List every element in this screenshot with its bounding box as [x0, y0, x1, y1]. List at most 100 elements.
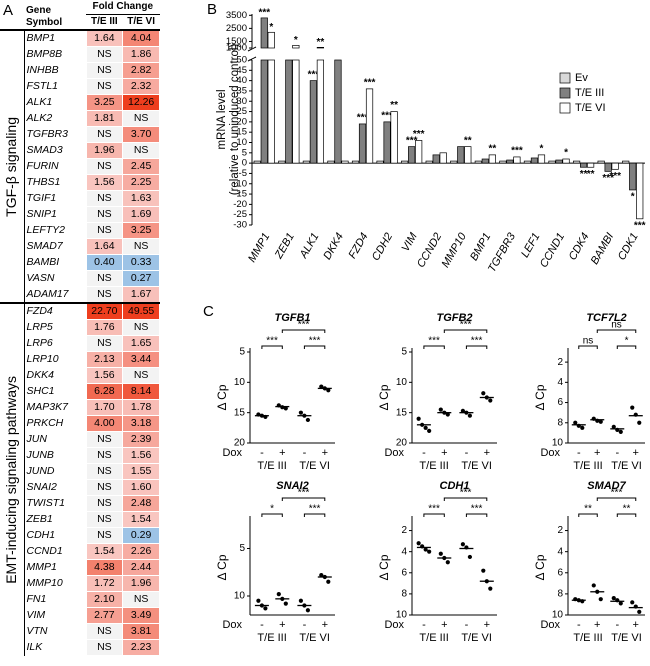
bar [530, 157, 539, 164]
bar [513, 156, 521, 164]
significance-bracket [303, 513, 326, 517]
table-row: CDH1 NS 0.29 [0, 527, 160, 544]
fold-change: NS [122, 367, 160, 384]
data-point [438, 551, 443, 556]
y-tick-label: 6 [557, 397, 563, 408]
table-row: FURIN NS 2.45 [0, 158, 160, 175]
gene-symbol: LRP6 [26, 337, 53, 349]
fold-change: 1.64 [85, 238, 124, 255]
gene-symbol: CCND1 [26, 545, 63, 557]
y-axis-label: (relative to uninduced control) [229, 44, 241, 196]
dox-label: + [633, 447, 639, 459]
bar [358, 123, 367, 164]
dox-label: + [441, 619, 447, 631]
chart-title: SNAI2 [276, 480, 308, 492]
significance-bracket [616, 513, 637, 517]
dox-label: + [322, 619, 328, 631]
fold-change: NS [85, 639, 124, 656]
fold-change: 1.54 [85, 543, 124, 560]
fold-change: 22.70 [85, 302, 124, 320]
significance-label: *** [406, 135, 418, 146]
fold-change-header: Fold Change [86, 0, 160, 15]
bar [292, 45, 300, 49]
table-row: TGFBR3 NS 3.70 [0, 126, 160, 143]
table-row: ZEB1 NS 1.54 [0, 511, 160, 528]
data-point [427, 549, 432, 554]
fold-change: 2.23 [122, 639, 160, 656]
y-tick-label: 20 [396, 438, 408, 449]
cell-line-label: T/E VI [611, 632, 642, 644]
table-row: EMT-inducing signaling pathways FZD4 22.70… [0, 302, 160, 656]
cell-line-label: T/E III [257, 632, 286, 644]
data-point [467, 413, 472, 418]
bar [383, 121, 391, 164]
y-tick-label: 50 [236, 55, 247, 66]
significance-label: ** [580, 169, 588, 180]
gene-symbol: FURIN [26, 160, 59, 172]
dox-label: - [303, 619, 307, 631]
x-axis-label: Dox [540, 619, 560, 631]
table-row: VIM 2.77 3.49 [0, 607, 160, 624]
gene-symbol: FN1 [26, 593, 47, 605]
dox-label: - [260, 447, 264, 459]
significance-label: * [270, 504, 274, 515]
header-row: Gene Symbol Fold Change [0, 0, 160, 28]
bar [316, 46, 325, 49]
legend-label: T/E III [575, 87, 604, 99]
gene-symbol: SNIP1 [26, 208, 57, 220]
x-tick-label: FZD4 [347, 231, 371, 261]
fold-change: 1.63 [122, 190, 160, 207]
bar [267, 59, 275, 164]
significance-label: *** [609, 171, 621, 182]
y-tick-label: 1500 [226, 36, 247, 47]
data-point [488, 586, 493, 591]
dox-label: + [279, 447, 285, 459]
group-cell: TGF-β signaling [0, 29, 25, 303]
fold-change: NS [85, 206, 124, 223]
chart-title: SMAD7 [587, 480, 626, 492]
legend-swatch [559, 72, 571, 84]
bar [555, 159, 563, 164]
significance-bracket [281, 497, 326, 501]
bar [309, 80, 318, 164]
data-point [580, 425, 585, 430]
data-point [488, 398, 493, 403]
y-tick-label: 2 [401, 525, 407, 536]
significance-label: *** [308, 69, 320, 80]
significance-label: *** [634, 220, 646, 231]
significance-label: *** [298, 320, 310, 331]
significance-label: * [269, 22, 273, 33]
fold-change: 0.40 [85, 254, 124, 271]
gene-symbol: TWIST1 [26, 497, 66, 509]
fold-change: 1.86 [122, 46, 160, 63]
y-tick-label: 4 [401, 546, 407, 557]
panel-label: B [207, 1, 217, 18]
significance-label: ** [584, 504, 592, 515]
gene-symbol: LRP10 [26, 353, 59, 365]
dox-label: + [322, 447, 328, 459]
fold-change: 6.28 [85, 383, 124, 400]
bar [622, 160, 630, 164]
fold-change: 2.48 [122, 495, 160, 512]
fold-change: 2.13 [85, 351, 124, 368]
y-tick-label: 6 [401, 567, 407, 578]
bar [285, 59, 293, 164]
data-point [305, 417, 310, 423]
data-point [423, 425, 428, 430]
significance-label: *** [511, 146, 523, 157]
table-row: MMP1 4.38 2.44 [0, 559, 160, 576]
y-tick-label: 6 [557, 567, 563, 578]
fold-change: 3.44 [122, 351, 160, 368]
gene-symbol: BMP8B [26, 48, 63, 60]
data-point [319, 384, 324, 389]
data-point [416, 416, 421, 421]
cell-line-label: T/E III [573, 632, 602, 644]
fold-change: NS [85, 623, 124, 640]
significance-bracket [443, 497, 488, 501]
significance-label: * [564, 148, 568, 159]
cell-line-label: T/E III [419, 460, 448, 472]
fold-change: 0.27 [122, 270, 160, 287]
fold-change: NS [85, 46, 124, 63]
significance-bracket [261, 513, 283, 517]
